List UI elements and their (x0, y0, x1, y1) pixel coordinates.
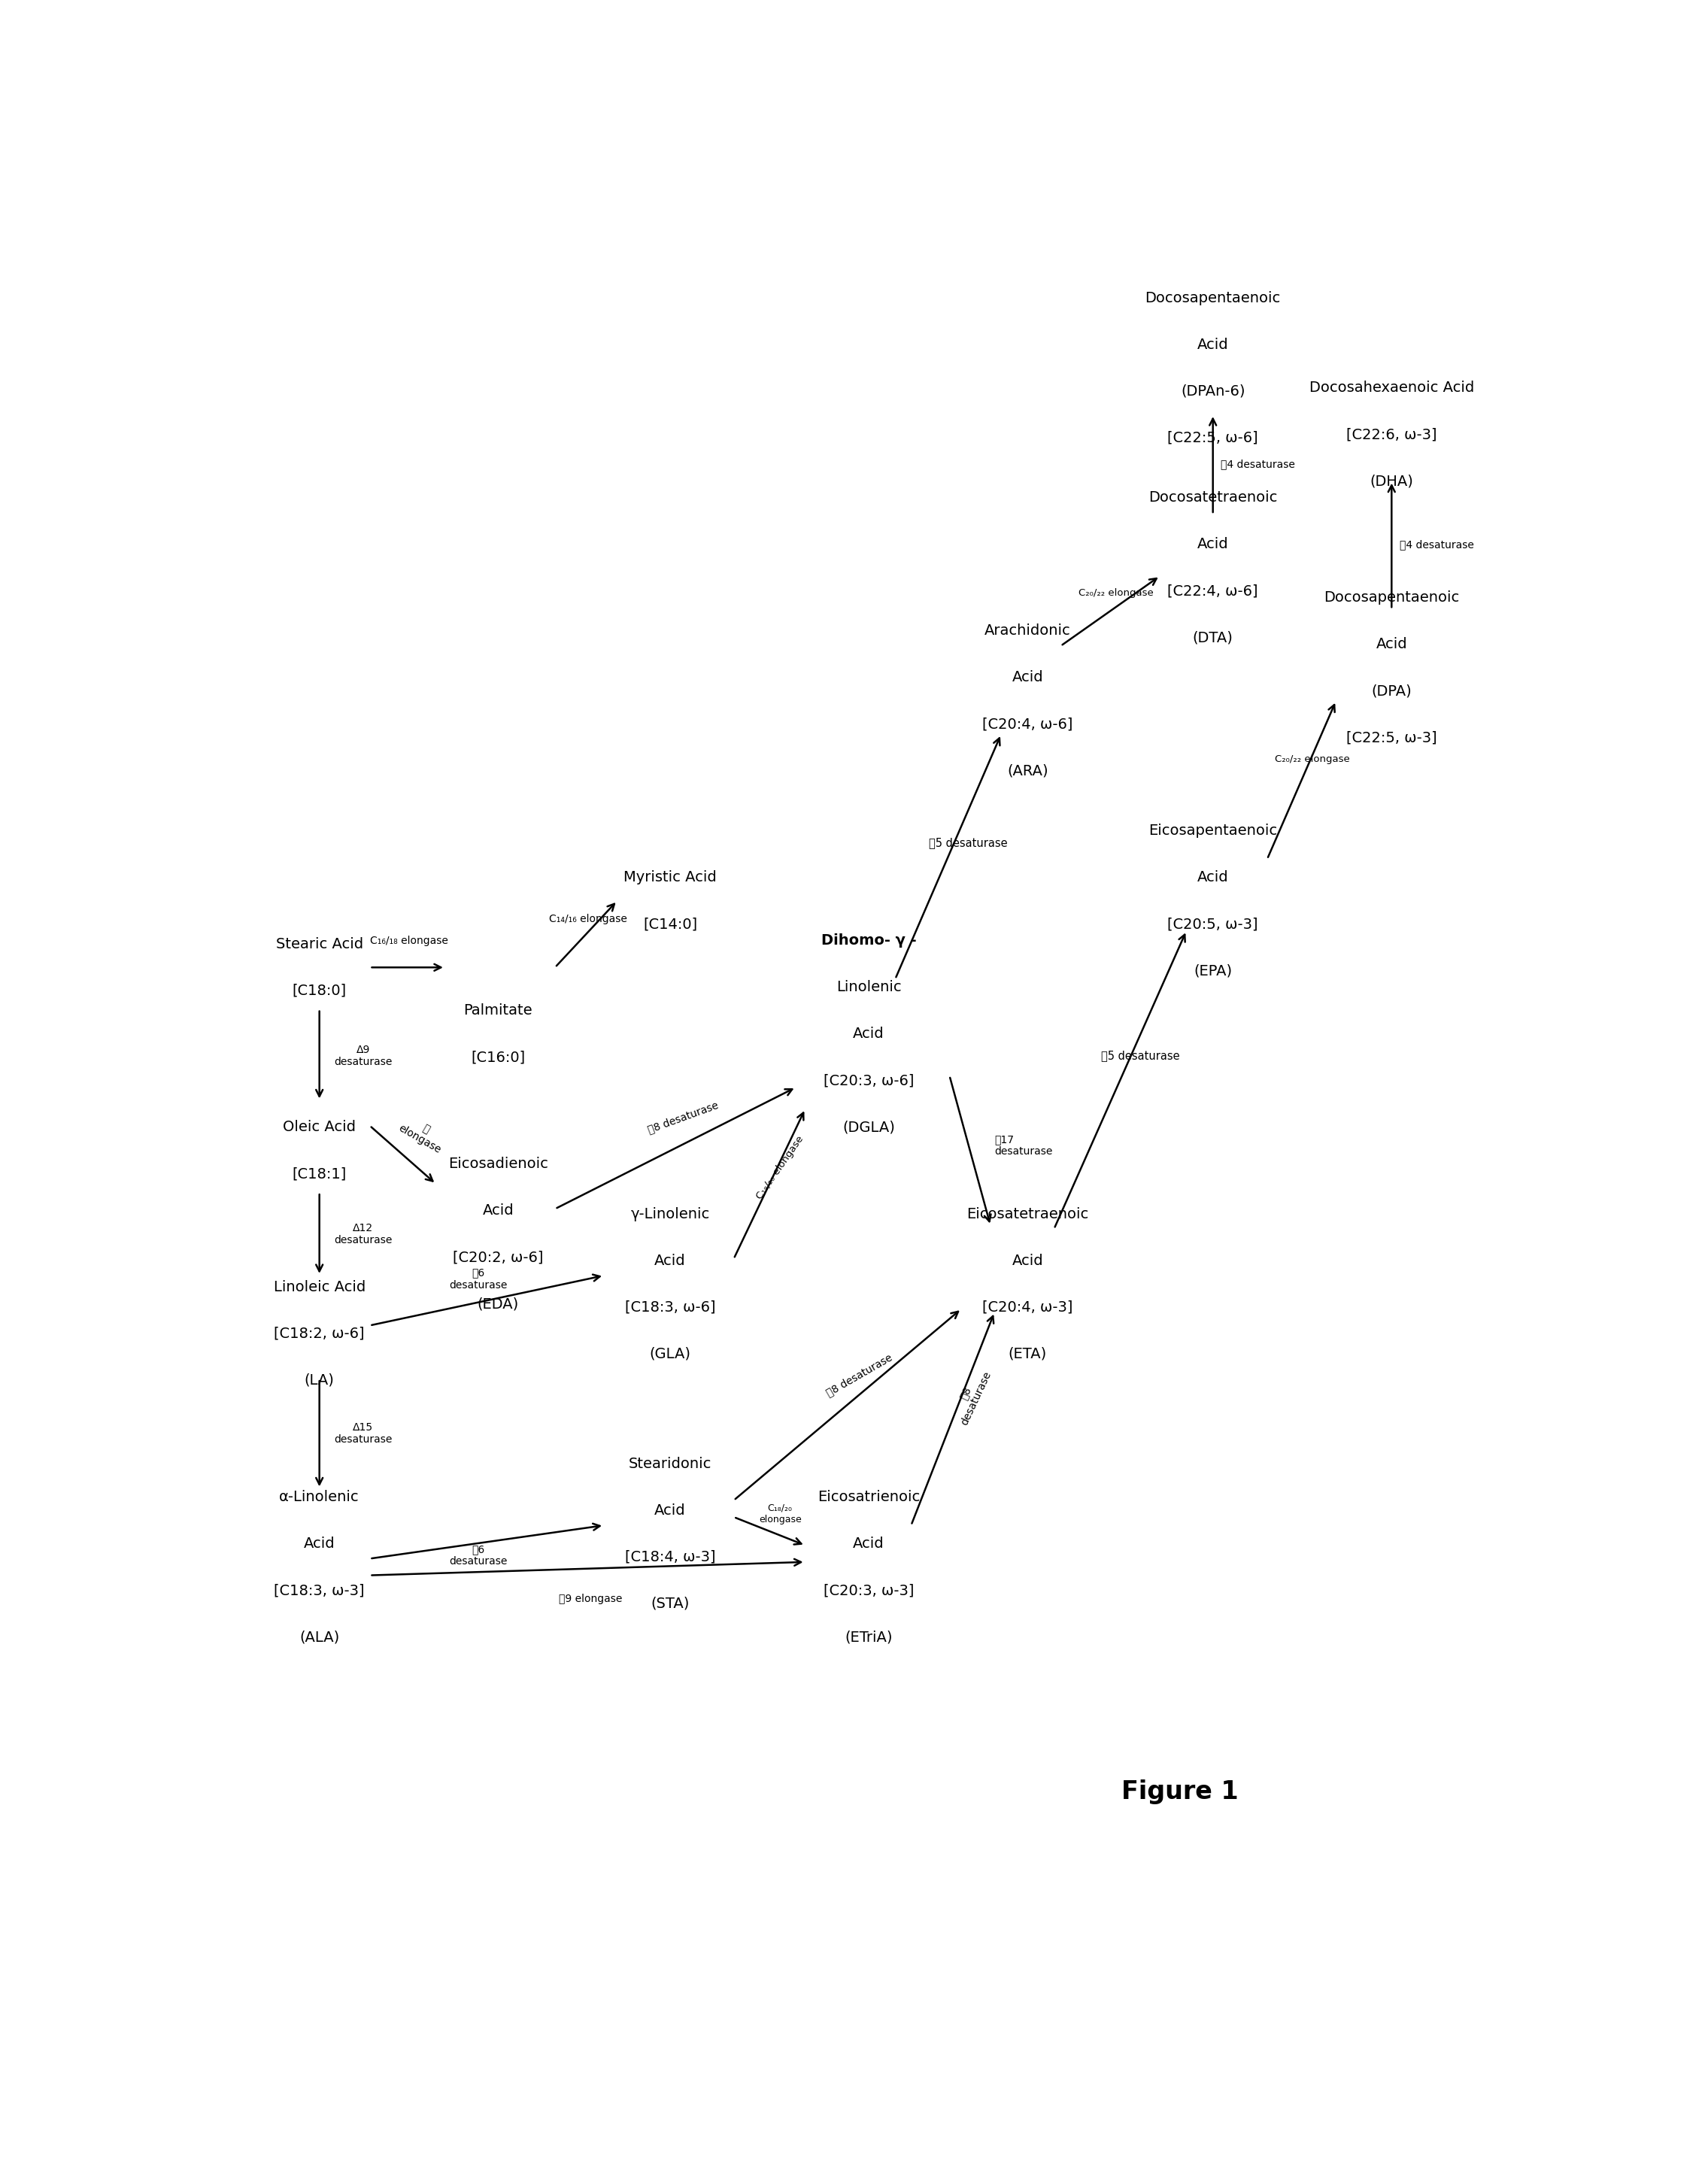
Text: γ-Linolenic: γ-Linolenic (630, 1207, 711, 1222)
Text: Eicosadienoic: Eicosadienoic (447, 1157, 548, 1170)
Text: 㥈8 desaturase: 㥈8 desaturase (647, 1099, 721, 1136)
Text: Docosapentaenoic: Docosapentaenoic (1324, 590, 1459, 606)
Text: Acid: Acid (654, 1252, 687, 1268)
Text: [C20:3, ω-6]: [C20:3, ω-6] (823, 1073, 914, 1088)
Text: Arachidonic: Arachidonic (984, 623, 1071, 638)
Text: C₁₈/₂₀
elongase: C₁₈/₂₀ elongase (758, 1503, 801, 1525)
Text: Acid: Acid (852, 1027, 885, 1040)
Text: 㥈8 desaturase: 㥈8 desaturase (825, 1352, 895, 1399)
Text: 㥄4 desaturase: 㥄4 desaturase (1221, 459, 1295, 469)
Text: 㥄5 desaturase: 㥄5 desaturase (1100, 1049, 1180, 1062)
Text: Linolenic: Linolenic (837, 980, 902, 995)
Text: [C22:5, ω-3]: [C22:5, ω-3] (1346, 731, 1436, 744)
Text: C₂₀/₂₂ elongase: C₂₀/₂₂ elongase (1079, 588, 1155, 597)
Text: (DPA): (DPA) (1372, 684, 1413, 699)
Text: [C22:6, ω-3]: [C22:6, ω-3] (1346, 428, 1436, 441)
Text: Δ12
desaturase: Δ12 desaturase (335, 1222, 393, 1246)
Text: [C20:2, ω-6]: [C20:2, ω-6] (453, 1250, 543, 1265)
Text: 㥈8
desaturase: 㥈8 desaturase (948, 1365, 994, 1428)
Text: [C18:3, ω-6]: [C18:3, ω-6] (625, 1300, 716, 1315)
Text: [C18:1]: [C18:1] (292, 1166, 347, 1181)
Text: 㥅17
desaturase: 㥅17 desaturase (994, 1133, 1052, 1157)
Text: [C18:4, ω-3]: [C18:4, ω-3] (625, 1551, 716, 1564)
Text: [C16:0]: [C16:0] (471, 1051, 526, 1064)
Text: (ETriA): (ETriA) (845, 1629, 893, 1644)
Text: 㥆
elongase: 㥆 elongase (396, 1112, 449, 1155)
Text: Stearidonic: Stearidonic (629, 1456, 712, 1471)
Text: (DHA): (DHA) (1370, 474, 1413, 489)
Text: Myristic Acid: Myristic Acid (623, 870, 717, 885)
Text: (GLA): (GLA) (649, 1348, 690, 1361)
Text: Stearic Acid: Stearic Acid (275, 937, 364, 952)
Text: C₁₆/₁₈ elongase: C₁₆/₁₈ elongase (371, 934, 449, 945)
Text: (ARA): (ARA) (1008, 764, 1049, 779)
Text: 㥄9 elongase: 㥄9 elongase (559, 1594, 622, 1605)
Text: [C22:5, ω-6]: [C22:5, ω-6] (1168, 430, 1259, 446)
Text: Acid: Acid (852, 1536, 885, 1551)
Text: Acid: Acid (482, 1203, 514, 1218)
Text: (LA): (LA) (304, 1374, 335, 1389)
Text: Palmitate: Palmitate (463, 1004, 533, 1019)
Text: Δ9
desaturase: Δ9 desaturase (335, 1045, 393, 1066)
Text: (EDA): (EDA) (477, 1296, 519, 1311)
Text: 㥄5 desaturase: 㥄5 desaturase (929, 837, 1008, 848)
Text: (STA): (STA) (651, 1596, 690, 1611)
Text: 㥆6
desaturase: 㥆6 desaturase (449, 1544, 507, 1566)
Text: (EPA): (EPA) (1194, 963, 1231, 978)
Text: Docosahexaenoic Acid: Docosahexaenoic Acid (1308, 381, 1474, 396)
Text: [C20:5, ω-3]: [C20:5, ω-3] (1168, 917, 1259, 932)
Text: (ALA): (ALA) (299, 1629, 340, 1644)
Text: Docosatetraenoic: Docosatetraenoic (1148, 491, 1278, 504)
Text: Acid: Acid (1011, 1252, 1044, 1268)
Text: Oleic Acid: Oleic Acid (284, 1120, 355, 1133)
Text: Acid: Acid (1197, 870, 1228, 885)
Text: (ETA): (ETA) (1008, 1348, 1047, 1361)
Text: Figure 1: Figure 1 (1120, 1780, 1238, 1804)
Text: (DPAn-6): (DPAn-6) (1180, 385, 1245, 398)
Text: Dihomo- γ -: Dihomo- γ - (822, 934, 917, 947)
Text: Acid: Acid (654, 1503, 687, 1518)
Text: [C18:3, ω-3]: [C18:3, ω-3] (273, 1583, 366, 1598)
Text: Acid: Acid (1011, 671, 1044, 686)
Text: C₁₄/₁₆ elongase: C₁₄/₁₆ elongase (548, 913, 627, 924)
Text: (DTA): (DTA) (1192, 629, 1233, 645)
Text: Eicosatrienoic: Eicosatrienoic (818, 1490, 921, 1503)
Text: C₁₈/₂₀ elongase: C₁₈/₂₀ elongase (755, 1133, 806, 1200)
Text: Acid: Acid (304, 1536, 335, 1551)
Text: 㥄4 desaturase: 㥄4 desaturase (1399, 539, 1474, 549)
Text: [C20:3, ω-3]: [C20:3, ω-3] (823, 1583, 914, 1598)
Text: α-Linolenic: α-Linolenic (280, 1490, 359, 1503)
Text: [C20:4, ω-6]: [C20:4, ω-6] (982, 718, 1073, 731)
Text: [C20:4, ω-3]: [C20:4, ω-3] (982, 1300, 1073, 1315)
Text: Eicosatetraenoic: Eicosatetraenoic (967, 1207, 1088, 1222)
Text: 㥆6
desaturase: 㥆6 desaturase (449, 1268, 507, 1289)
Text: Linoleic Acid: Linoleic Acid (273, 1280, 366, 1293)
Text: Acid: Acid (1197, 536, 1228, 552)
Text: [C18:0]: [C18:0] (292, 984, 347, 997)
Text: Acid: Acid (1197, 337, 1228, 353)
Text: [C14:0]: [C14:0] (642, 917, 697, 932)
Text: Acid: Acid (1377, 638, 1407, 651)
Text: C₂₀/₂₂ elongase: C₂₀/₂₂ elongase (1274, 755, 1349, 764)
Text: (DGLA): (DGLA) (842, 1120, 895, 1133)
Text: Δ15
desaturase: Δ15 desaturase (335, 1423, 393, 1445)
Text: Eicosapentaenoic: Eicosapentaenoic (1148, 824, 1278, 837)
Text: [C18:2, ω-6]: [C18:2, ω-6] (273, 1326, 366, 1341)
Text: [C22:4, ω-6]: [C22:4, ω-6] (1168, 584, 1259, 599)
Text: Docosapentaenoic: Docosapentaenoic (1144, 290, 1281, 305)
